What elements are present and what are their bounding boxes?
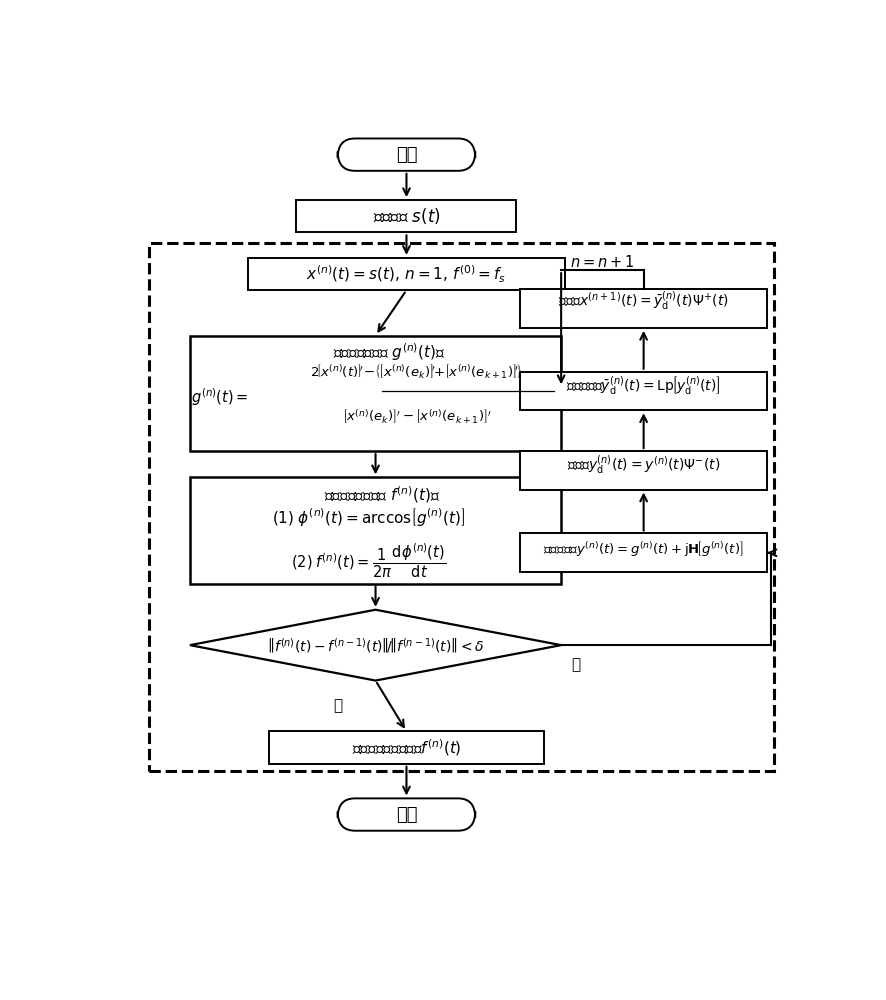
Bar xyxy=(149,243,773,771)
Text: 是: 是 xyxy=(333,698,342,713)
Text: $n=n+1$: $n=n+1$ xyxy=(570,254,633,270)
Text: $(2)\;f^{(n)}(t)=\dfrac{1}{2\pi}\dfrac{\mathrm{d}\phi^{(n)}(t)}{\mathrm{d}t}$: $(2)\;f^{(n)}(t)=\dfrac{1}{2\pi}\dfrac{\… xyxy=(291,542,446,580)
Text: 输出瞬时频率估计：$f^{(n)}(t)$: 输出瞬时频率估计：$f^{(n)}(t)$ xyxy=(351,737,461,758)
Text: $\left\|f^{(n)}(t)-f^{(n-1)}(t)\right\|\!/\!\left\|f^{(n-1)}(t)\right\|<\delta$: $\left\|f^{(n)}(t)-f^{(n-1)}(t)\right\|\… xyxy=(267,636,484,655)
Text: $g^{(n)}(t)=$: $g^{(n)}(t)=$ xyxy=(191,386,249,408)
Text: $x^{(n)}(t)=s(t),\,n=1,\,f^{(0)}=f_s$: $x^{(n)}(t)=s(t),\,n=1,\,f^{(0)}=f_s$ xyxy=(306,263,506,285)
Text: 低通滤波：$\bar{y}_{\mathrm{d}}^{(n)}(t)=\mathrm{Lp}\!\left[y_{\mathrm{d}}^{(n)}(t)\r: 低通滤波：$\bar{y}_{\mathrm{d}}^{(n)}(t)=\mat… xyxy=(565,375,720,398)
Text: $2\!\left[x^{(n)}(t)\right]^{\!\prime}\!-\!\left\{\!\left[x^{(n)}(e_k)\right]^{\: $2\!\left[x^{(n)}(t)\right]^{\!\prime}\!… xyxy=(310,363,523,381)
Bar xyxy=(268,731,543,764)
Bar xyxy=(519,451,766,490)
Text: 调制：$x^{(n+1)}(t)=\bar{y}_{\mathrm{d}}^{(n)}(t)\Psi^{+}(t)$: 调制：$x^{(n+1)}(t)=\bar{y}_{\mathrm{d}}^{(… xyxy=(557,289,728,313)
Text: 解调：$y_{\mathrm{d}}^{(n)}(t)=y^{(n)}(t)\Psi^{-}(t)$: 解调：$y_{\mathrm{d}}^{(n)}(t)=y^{(n)}(t)\P… xyxy=(566,454,719,477)
Polygon shape xyxy=(190,610,561,681)
Text: 获得纯调频信号 $g^{(n)}(t)$：: 获得纯调频信号 $g^{(n)}(t)$： xyxy=(333,342,445,363)
Bar xyxy=(296,200,516,232)
FancyBboxPatch shape xyxy=(338,138,475,171)
Bar xyxy=(519,372,766,410)
Bar xyxy=(519,533,766,572)
FancyBboxPatch shape xyxy=(338,798,475,831)
Text: $\left[x^{(n)}(e_k)\right]^{\prime}-\left[x^{(n)}(e_{k+1})\right]^{\prime}$: $\left[x^{(n)}(e_k)\right]^{\prime}-\lef… xyxy=(341,407,491,425)
Bar xyxy=(519,289,766,328)
Text: 结束: 结束 xyxy=(395,806,416,824)
Text: 输入信号 $s(t)$: 输入信号 $s(t)$ xyxy=(372,206,439,226)
Bar xyxy=(190,336,561,451)
Text: 解析信号：$y^{(n)}(t)=g^{(n)}(t)+\mathrm{j}\mathbf{H}\!\left[g^{(n)}(t)\right]$: 解析信号：$y^{(n)}(t)=g^{(n)}(t)+\mathrm{j}\m… xyxy=(543,539,743,558)
Text: 否: 否 xyxy=(571,657,580,672)
Bar xyxy=(190,477,561,584)
Bar xyxy=(248,258,563,290)
Text: $(1)\;\phi^{(n)}(t)=\arccos\!\left[g^{(n)}(t)\right]$: $(1)\;\phi^{(n)}(t)=\arccos\!\left[g^{(n… xyxy=(272,506,464,528)
Text: 开始: 开始 xyxy=(395,146,416,164)
Text: 获得初始瞬时频率 $f^{(n)}(t)$：: 获得初始瞬时频率 $f^{(n)}(t)$： xyxy=(324,484,440,505)
